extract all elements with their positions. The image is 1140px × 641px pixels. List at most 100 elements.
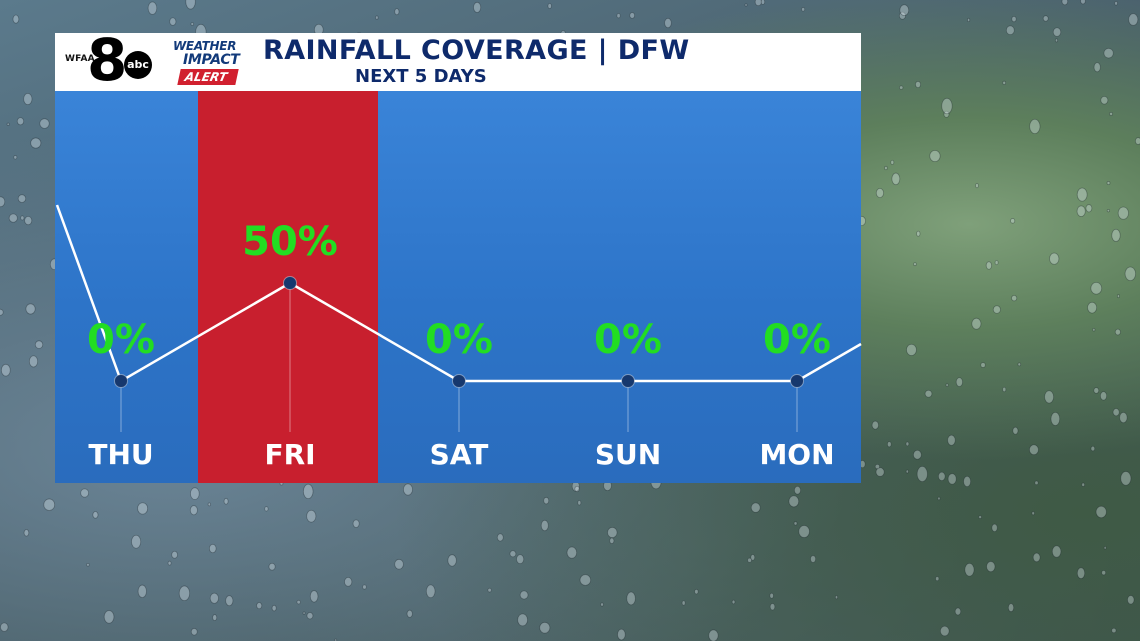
- rain-drop: [190, 22, 195, 26]
- day-label-mon: MON: [759, 438, 834, 471]
- rain-drop: [891, 172, 901, 186]
- rain-drop: [1085, 204, 1093, 213]
- day-label-sat: SAT: [430, 438, 489, 471]
- rain-drop: [6, 122, 10, 126]
- rain-drop: [1007, 603, 1015, 613]
- rain-drop: [1017, 362, 1022, 367]
- rain-drop: [13, 155, 18, 160]
- rain-drop: [403, 483, 413, 496]
- rain-drop: [178, 585, 191, 602]
- rain-drop: [947, 434, 956, 446]
- rain-drop: [760, 0, 766, 5]
- day-label-sun: SUN: [595, 438, 661, 471]
- rain-drop: [898, 11, 906, 20]
- rain-drop: [626, 591, 636, 606]
- rain-drop: [913, 262, 917, 267]
- rain-drop: [875, 187, 885, 199]
- rain-drop: [1002, 386, 1007, 393]
- rain-drop: [874, 463, 881, 470]
- rain-drop: [788, 495, 800, 508]
- value-label-sun: 0%: [594, 317, 662, 363]
- rain-drop: [769, 592, 774, 599]
- rain-drop: [17, 194, 27, 203]
- rain-drop: [309, 590, 319, 603]
- rain-drop: [1103, 47, 1114, 59]
- rain-drop: [1028, 444, 1039, 456]
- rain-drop: [28, 355, 39, 368]
- rain-drop: [924, 389, 933, 398]
- rain-drop: [994, 260, 999, 266]
- rain-drop: [929, 149, 941, 163]
- rain-drop: [362, 584, 367, 590]
- station-logo: WFAA 8 abc: [63, 31, 159, 89]
- rain-drop: [945, 383, 949, 387]
- rain-drop: [629, 12, 636, 19]
- rain-drop: [1011, 15, 1017, 23]
- rain-drop: [34, 340, 44, 349]
- rain-drop: [185, 0, 196, 10]
- rain-drop: [905, 441, 910, 447]
- rain-drop: [352, 519, 360, 528]
- rain-drop: [955, 377, 963, 387]
- rain-drop: [566, 546, 578, 559]
- rain-drop: [905, 469, 909, 474]
- rain-drop: [681, 600, 686, 606]
- data-point-sun: [621, 374, 635, 388]
- rain-drop: [731, 599, 736, 605]
- rain-drop: [0, 196, 6, 208]
- rain-drop: [943, 110, 950, 118]
- rain-drop: [212, 614, 218, 621]
- rain-drop: [935, 576, 940, 582]
- rain-drop: [543, 496, 550, 505]
- rain-drop: [1090, 281, 1103, 295]
- badge-line-weather: WEATHER: [173, 39, 237, 53]
- rain-drop: [0, 622, 9, 632]
- rain-drop: [971, 317, 982, 330]
- rain-drop: [1095, 505, 1107, 519]
- rain-drop: [1044, 390, 1055, 404]
- value-label-sat: 0%: [425, 317, 493, 363]
- rain-drop: [223, 497, 229, 505]
- rain-drop: [539, 621, 551, 634]
- rain-drop: [939, 625, 950, 637]
- rain-drop: [16, 117, 25, 126]
- rain-drop: [1034, 480, 1039, 486]
- rain-drop: [986, 561, 996, 573]
- rain-drop: [609, 537, 615, 544]
- rain-drop: [302, 611, 306, 615]
- network-logo: abc: [124, 51, 152, 79]
- rain-drop: [306, 612, 314, 620]
- rain-drop: [694, 588, 699, 595]
- chart-panel: [55, 91, 861, 483]
- rain-drop: [1117, 206, 1129, 220]
- rain-drop: [963, 475, 972, 488]
- rain-drop: [302, 483, 314, 500]
- rain-drop: [664, 17, 672, 29]
- chart-subtitle: NEXT 5 DAYS: [355, 66, 487, 87]
- rain-drop: [937, 471, 946, 482]
- rain-drop: [834, 595, 839, 600]
- station-call-letters: WFAA: [65, 54, 95, 64]
- rain-drop: [1093, 387, 1100, 394]
- rain-drop: [167, 560, 172, 566]
- rain-drop: [296, 599, 301, 605]
- rain-drop: [1106, 209, 1110, 213]
- rain-drop: [1103, 545, 1107, 550]
- rain-drop: [916, 230, 921, 237]
- rain-drop: [8, 213, 18, 223]
- rain-drop: [747, 557, 752, 563]
- rain-drop: [189, 505, 198, 516]
- rain-drop: [1002, 80, 1007, 85]
- rain-drop: [517, 613, 528, 627]
- rain-drop: [890, 159, 895, 165]
- rain-drop: [978, 515, 982, 519]
- rain-drop: [92, 511, 99, 519]
- rain-drop: [1012, 426, 1019, 435]
- weather-impact-alert-badge: WEATHER IMPACT ALERT: [169, 39, 253, 87]
- rain-drop: [992, 305, 1001, 314]
- rain-drop: [801, 7, 806, 12]
- rain-drop: [487, 587, 492, 593]
- rain-drop: [137, 502, 149, 515]
- rain-drop: [579, 574, 592, 586]
